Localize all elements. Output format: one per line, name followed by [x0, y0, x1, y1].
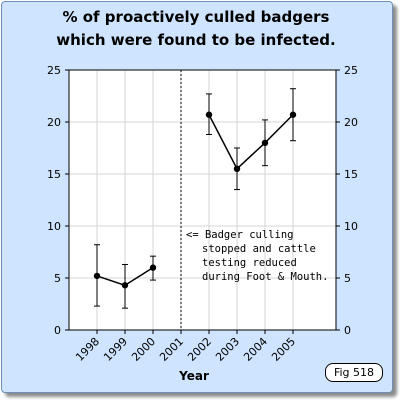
y-tick-label-left: 0	[54, 324, 61, 337]
y-tick-label-right: 20	[344, 116, 358, 129]
plot-border	[68, 69, 337, 331]
x-tick-label: 1999	[101, 335, 130, 364]
data-point	[261, 139, 269, 146]
x-tick-label: 2001	[157, 335, 186, 364]
data-point	[289, 111, 297, 118]
plot-area	[69, 70, 336, 330]
y-tick-label-right: 10	[344, 220, 358, 233]
chart-title-line-1: % of proactively culled badgers	[62, 8, 330, 26]
annotation-line: testing reduced	[202, 257, 297, 269]
y-tick-label-left: 5	[54, 272, 61, 285]
annotation-line: during Foot & Mouth.	[202, 271, 328, 283]
y-tick-label-right: 5	[344, 272, 351, 285]
figure-label: Fig 518	[325, 363, 383, 382]
y-tick-label-right: 25	[344, 64, 358, 77]
y-tick-label-right: 15	[344, 168, 358, 181]
data-point	[233, 165, 241, 172]
x-tick-label: 2000	[129, 335, 158, 364]
annotation-line: <= Badger culling	[186, 229, 293, 241]
data-point	[205, 111, 213, 118]
data-point	[93, 272, 101, 280]
x-tick-label: 1998	[73, 335, 102, 364]
x-tick-label: 2003	[213, 335, 242, 364]
chart-title: % of proactively culled badgers which we…	[0, 6, 392, 52]
y-tick-label-left: 10	[47, 220, 61, 233]
chart-title-line-2: which were found to be infected.	[56, 31, 336, 49]
data-point	[149, 264, 157, 271]
x-axis-label: Year	[178, 369, 209, 383]
y-tick-label-left: 20	[47, 116, 61, 129]
series-line	[208, 114, 294, 171]
y-tick-label-right: 0	[344, 324, 351, 337]
annotation-line: stopped and cattle	[202, 243, 316, 255]
x-tick-label: 2002	[185, 335, 214, 364]
y-tick-label-left: 15	[47, 168, 61, 181]
data-point	[121, 282, 129, 289]
y-tick-label-left: 25	[47, 64, 61, 77]
x-tick-label: 2005	[269, 335, 298, 364]
x-tick-label: 2004	[241, 335, 270, 364]
